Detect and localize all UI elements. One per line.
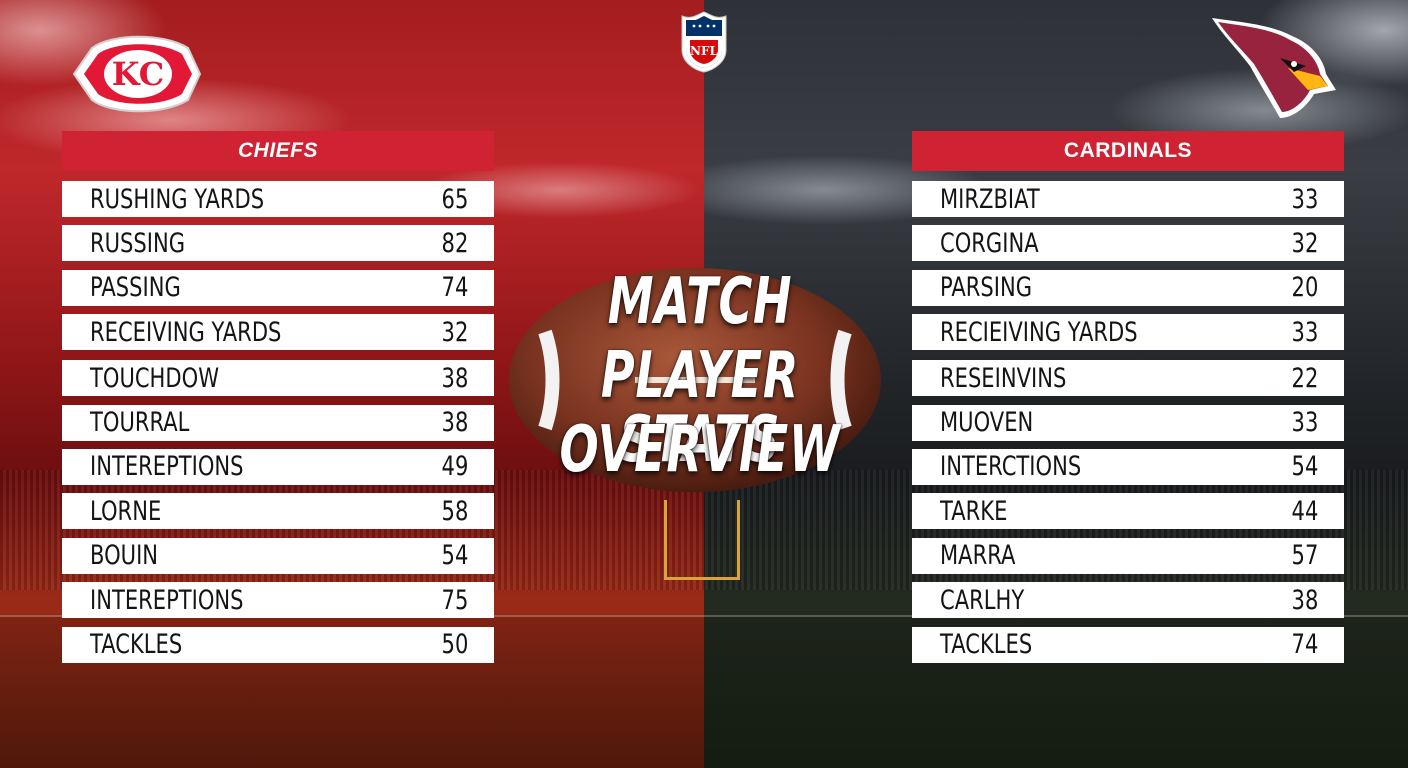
kc-logo-text: KC [112,55,164,93]
stat-label: RUSHING YARDS [90,183,265,215]
stat-label: RESEINVINS [940,362,1067,394]
stat-label: PASSING [90,272,181,304]
stat-label: PARSING [940,272,1033,304]
stat-row: RECEIVING YARDS 32 [62,314,494,351]
chiefs-stats-list: RUSHING YARDS 65 RUSSING 82 PASSING 74 RECE… [62,181,494,663]
stat-value: 33 [1291,183,1318,215]
stat-label: TOUCHDOW [90,362,220,394]
stat-row: INTERCTIONS 54 [912,448,1344,485]
stat-value: 82 [441,227,468,259]
stat-label: INTEREPTIONS [90,584,244,616]
stat-label: RUSSING [90,227,186,259]
stat-value: 75 [441,584,468,616]
stat-row: RUSHING YARDS 65 [62,181,494,217]
stat-value: 49 [441,451,468,483]
stat-value: 65 [441,183,468,215]
stat-label: INTEREPTIONS [90,451,244,483]
stat-row: TACKLES 74 [912,626,1344,663]
chiefs-stats-panel: CHIEFS RUSHING YARDS 65 RUSSING 82 PASSING… [62,131,494,671]
stat-value: 38 [441,362,468,394]
stat-value: 33 [1291,316,1318,348]
stat-label: MIRZBIAT [940,183,1040,215]
stat-label: LORNE [90,495,162,527]
title-line-3: OVERVIEW [559,413,841,487]
stat-value: 58 [441,495,468,527]
stat-value: 54 [1291,451,1318,483]
stat-row: RECIEIVING YARDS 33 [912,314,1344,351]
stat-label: TACKLES [90,629,183,661]
stat-label: INTERCTIONS [940,451,1082,483]
stat-row: INTEREPTIONS 75 [62,582,494,619]
title-line-2: PLAYER STATS [600,339,800,477]
stat-row: MARRA 57 [912,537,1344,574]
stat-value: 32 [441,316,468,348]
field-line [0,615,1408,617]
stat-label: CORGINA [940,227,1039,259]
page-title: MATCH PLAYER STATS OVERVIEW [556,270,844,492]
stat-value: 44 [1291,495,1318,527]
stat-row: MIRZBIAT 33 [912,181,1344,217]
stat-row: LORNE 58 [62,493,494,530]
nfl-logo-text: NFL [690,44,718,58]
stat-label: MARRA [940,540,1016,572]
stat-value: 38 [441,407,468,439]
cardinals-stats-list: MIRZBIAT 33 CORGINA 32 PARSING 20 RECIEIVIN… [912,181,1344,663]
stat-value: 32 [1291,227,1318,259]
stat-value: 38 [1291,584,1318,616]
nfl-shield-icon: NFL [681,11,727,73]
stat-row: TOURRAL 38 [62,404,494,441]
stat-label: RECIEIVING YARDS [940,316,1138,348]
stat-row: TOUCHDOW 38 [62,360,494,397]
stat-value: 22 [1291,362,1318,394]
stat-row: TACKLES 50 [62,626,494,663]
chiefs-logo-icon: KC [72,35,202,113]
stat-value: 74 [1291,629,1318,661]
stat-row: RESEINVINS 22 [912,360,1344,397]
stat-label: CARLHY [940,584,1025,616]
stat-row: PASSING 74 [62,269,494,306]
title-line-1: MATCH [607,265,793,339]
stat-row: CARLHY 38 [912,582,1344,619]
stat-value: 50 [441,629,468,661]
stat-label: MUOVEN [940,407,1034,439]
stat-row: RUSSING 82 [62,225,494,262]
cardinals-header: CARDINALS [912,131,1344,171]
stat-value: 74 [441,272,468,304]
stat-row: CORGINA 32 [912,225,1344,262]
stat-row: PARSING 20 [912,269,1344,306]
stat-value: 54 [441,540,468,572]
goalpost [664,500,740,580]
cardinals-logo-icon [1212,18,1336,118]
stat-label: TOURRAL [90,407,190,439]
stat-label: RECEIVING YARDS [90,316,282,348]
stat-value: 33 [1291,407,1318,439]
stat-label: TACKLES [940,629,1033,661]
stat-row: BOUIN 54 [62,537,494,574]
football-graphic [509,268,881,492]
stat-row: TARKE 44 [912,493,1344,530]
stat-label: TARKE [940,495,1008,527]
chiefs-header: CHIEFS [62,131,494,171]
stat-label: BOUIN [90,540,159,572]
stat-row: INTEREPTIONS 49 [62,448,494,485]
stat-value: 57 [1291,540,1318,572]
stat-row: MUOVEN 33 [912,404,1344,441]
cardinals-stats-panel: CARDINALS MIRZBIAT 33 CORGINA 32 PARSING 20… [912,131,1344,671]
stat-value: 20 [1291,272,1318,304]
